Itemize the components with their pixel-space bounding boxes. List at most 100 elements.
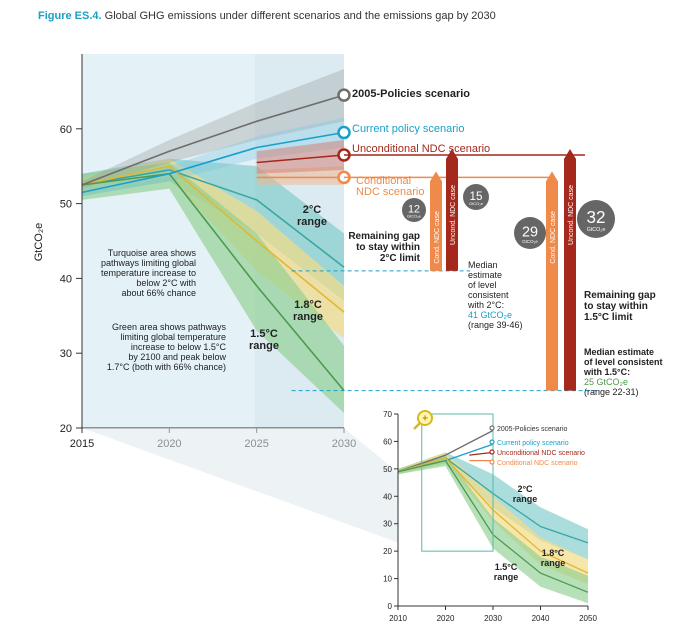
band-unconditional-ndc-scenario — [256, 140, 344, 174]
main-y-tick-label: 30 — [60, 348, 72, 360]
line-2-c-range — [81, 169, 345, 268]
turquoise-note-line-0: Turquoise area shows — [108, 248, 197, 258]
inset-legend-label-unconditional-ndc-scenario: Unconditional NDC scenario — [497, 450, 585, 457]
magnifier-icon-plus: + — [422, 414, 428, 425]
median-2c-value: 41 GtCO₂e — [468, 310, 512, 320]
gap-2c-text-line-1: to stay within — [356, 242, 420, 253]
inset-legend-marker-unconditional-ndc-scenario — [489, 449, 495, 455]
main-range-18c-line-1: range — [293, 311, 323, 323]
turquoise-note-line-2: temperature increase to — [101, 268, 196, 278]
main-y-tick-label: 50 — [60, 199, 72, 211]
median-2c-range: (range 39-46) — [468, 320, 523, 330]
inset-x-tick-label: 2050 — [579, 614, 597, 623]
green-note-line-3: by 2100 and peak below — [128, 352, 226, 362]
gap-bar-cond-15c-label: Cond. NDC case — [550, 211, 557, 264]
main-range-2c-line-1: range — [297, 216, 327, 228]
band-2-c-range — [82, 158, 344, 301]
label-unconditional-ndc-scenario: Unconditional NDC scenario — [352, 143, 490, 155]
inset-y-tick-label: 40 — [383, 492, 392, 501]
inset-range-15c-line-0: 1.5°C — [495, 562, 518, 572]
gap-value-uncond-15c-circle — [577, 200, 615, 238]
gap-15c-text-line-0: Remaining gap — [584, 290, 656, 301]
inset-y-tick-label: 60 — [383, 437, 392, 446]
main-range-15c-line-1: range — [249, 340, 279, 352]
band-1-5-c-range — [82, 162, 344, 413]
label-current-policy-scenario: Current policy scenario — [352, 123, 465, 135]
green-note-line-1: limiting global temperature — [120, 332, 226, 342]
inset-range-18c-line-1: range — [541, 558, 566, 568]
gap-value-cond-15c-value: 29 — [522, 225, 538, 241]
gap-bar-cond-2c-bar — [430, 171, 442, 271]
gap-2c-text-line-2: 2°C limit — [380, 253, 421, 264]
median-15c-text-line-1: of level consistent — [584, 357, 663, 367]
inset-range-2c-line-1: range — [513, 494, 538, 504]
zoom-connector — [82, 428, 493, 552]
gap-value-cond-2c-circle — [402, 198, 426, 222]
gap-value-uncond-2c-circle — [463, 184, 489, 210]
line-1-8-c-range — [81, 165, 345, 313]
band-2005-policies-scenario — [82, 69, 344, 189]
main-x-tick-label: 2015 — [70, 438, 94, 450]
median-2c-text-line-2: of level — [468, 280, 497, 290]
inset-legend-label-2005-policies-scenario: 2005-Policies scenario — [497, 426, 568, 433]
line-1-5-c-range — [81, 172, 345, 392]
gap-bar-uncond-2c-label: Uncond. NDC case — [450, 185, 457, 245]
end-marker-current-policy-scenario — [337, 125, 351, 140]
gap-bar-cond-2c-label: Cond. NDC case — [434, 211, 441, 264]
inset-legend-label-conditional-ndc-scenario: Conditional NDC scenario — [497, 460, 578, 467]
gap-value-uncond-15c-value: 32 — [586, 208, 605, 227]
end-marker-2005-policies-scenario — [337, 88, 351, 102]
inset-y-tick-label: 20 — [383, 547, 392, 556]
inset-line-unconditional-ndc-scenario — [469, 451, 494, 456]
inset-x-tick-label: 2010 — [389, 614, 407, 623]
median-15c-value: 25 GtCO₂e — [584, 377, 628, 387]
gap-value-cond-15c-circle — [514, 217, 546, 249]
green-note-line-0: Green area shows pathways — [112, 322, 227, 332]
label-2005-policies-scenario: 2005-Policies scenario — [352, 88, 470, 100]
gap-value-cond-2c-value: 12 — [408, 204, 420, 216]
line-current-policy-scenario — [81, 131, 345, 194]
inset-x-tick-label: 2030 — [484, 614, 502, 623]
green-note-line-4: 1.7°C (both with 66% chance) — [107, 362, 226, 372]
inset-legend-marker-2005-policies-scenario — [489, 425, 495, 431]
main-range-15c-line-0: 1.5°C — [250, 328, 278, 340]
inset-y-tick-label: 10 — [383, 575, 392, 584]
inset-zoom-box — [421, 413, 494, 552]
main-y-tick-label: 60 — [60, 124, 72, 136]
inset-y-tick-label: 50 — [383, 465, 392, 474]
inset-y-tick-label: 0 — [388, 602, 393, 611]
turquoise-note-line-1: pathways limiting global — [101, 258, 196, 268]
label-conditional-ndc-scenario-line-1: NDC scenario — [356, 186, 424, 198]
gap-bar-cond-15c-bar — [546, 171, 558, 391]
figure-title-text: Global GHG emissions under different sce… — [104, 10, 496, 22]
inset-range-2c-line-0: 2°C — [517, 484, 533, 494]
main-range-2c-line-0: 2°C — [303, 204, 322, 216]
gap-bar-uncond-15c-bar — [564, 148, 576, 391]
gap-15c-text-line-1: to stay within — [584, 301, 648, 312]
main-y-tick-label: 40 — [60, 273, 72, 285]
inset-legend-marker-conditional-ndc-scenario — [489, 459, 495, 465]
main-range-18c-line-0: 1.8°C — [294, 299, 322, 311]
green-note-line-2: increase to below 1.5°C — [131, 342, 227, 352]
gap-value-cond-15c-unit: GtCO₂e — [522, 239, 538, 244]
line-2005-policies-scenario — [81, 94, 345, 186]
inset-x-tick-label: 2020 — [437, 614, 455, 623]
inset-range-18c-line-0: 1.8°C — [542, 548, 565, 558]
magnifier-icon — [417, 410, 433, 426]
inset-y-tick-label: 30 — [383, 520, 392, 529]
inset-line-2005-policies-scenario — [397, 429, 494, 473]
gap-value-uncond-15c-unit: GtCO₂e — [587, 227, 606, 233]
median-2c-text-line-1: estimate — [468, 270, 502, 280]
median-15c-text-line-0: Median estimate — [584, 347, 654, 357]
line-unconditional-ndc-scenario — [256, 154, 345, 164]
turquoise-note-line-4: about 66% chance — [121, 288, 196, 298]
gap-value-cond-2c-unit: GtCO₂e — [407, 213, 422, 218]
figure-number: Figure ES.4. — [38, 10, 102, 22]
inset-legend-marker-current-policy-scenario — [489, 439, 495, 445]
turquoise-note-line-3: below 2°C with — [136, 278, 196, 288]
figure-title: Figure ES.4. Global GHG emissions under … — [38, 10, 496, 22]
median-15c-text-line-2: with 1.5°C: — [583, 367, 630, 377]
inset-range-15c-line-1: range — [494, 572, 519, 582]
median-15c-range: (range 22-31) — [584, 387, 639, 397]
